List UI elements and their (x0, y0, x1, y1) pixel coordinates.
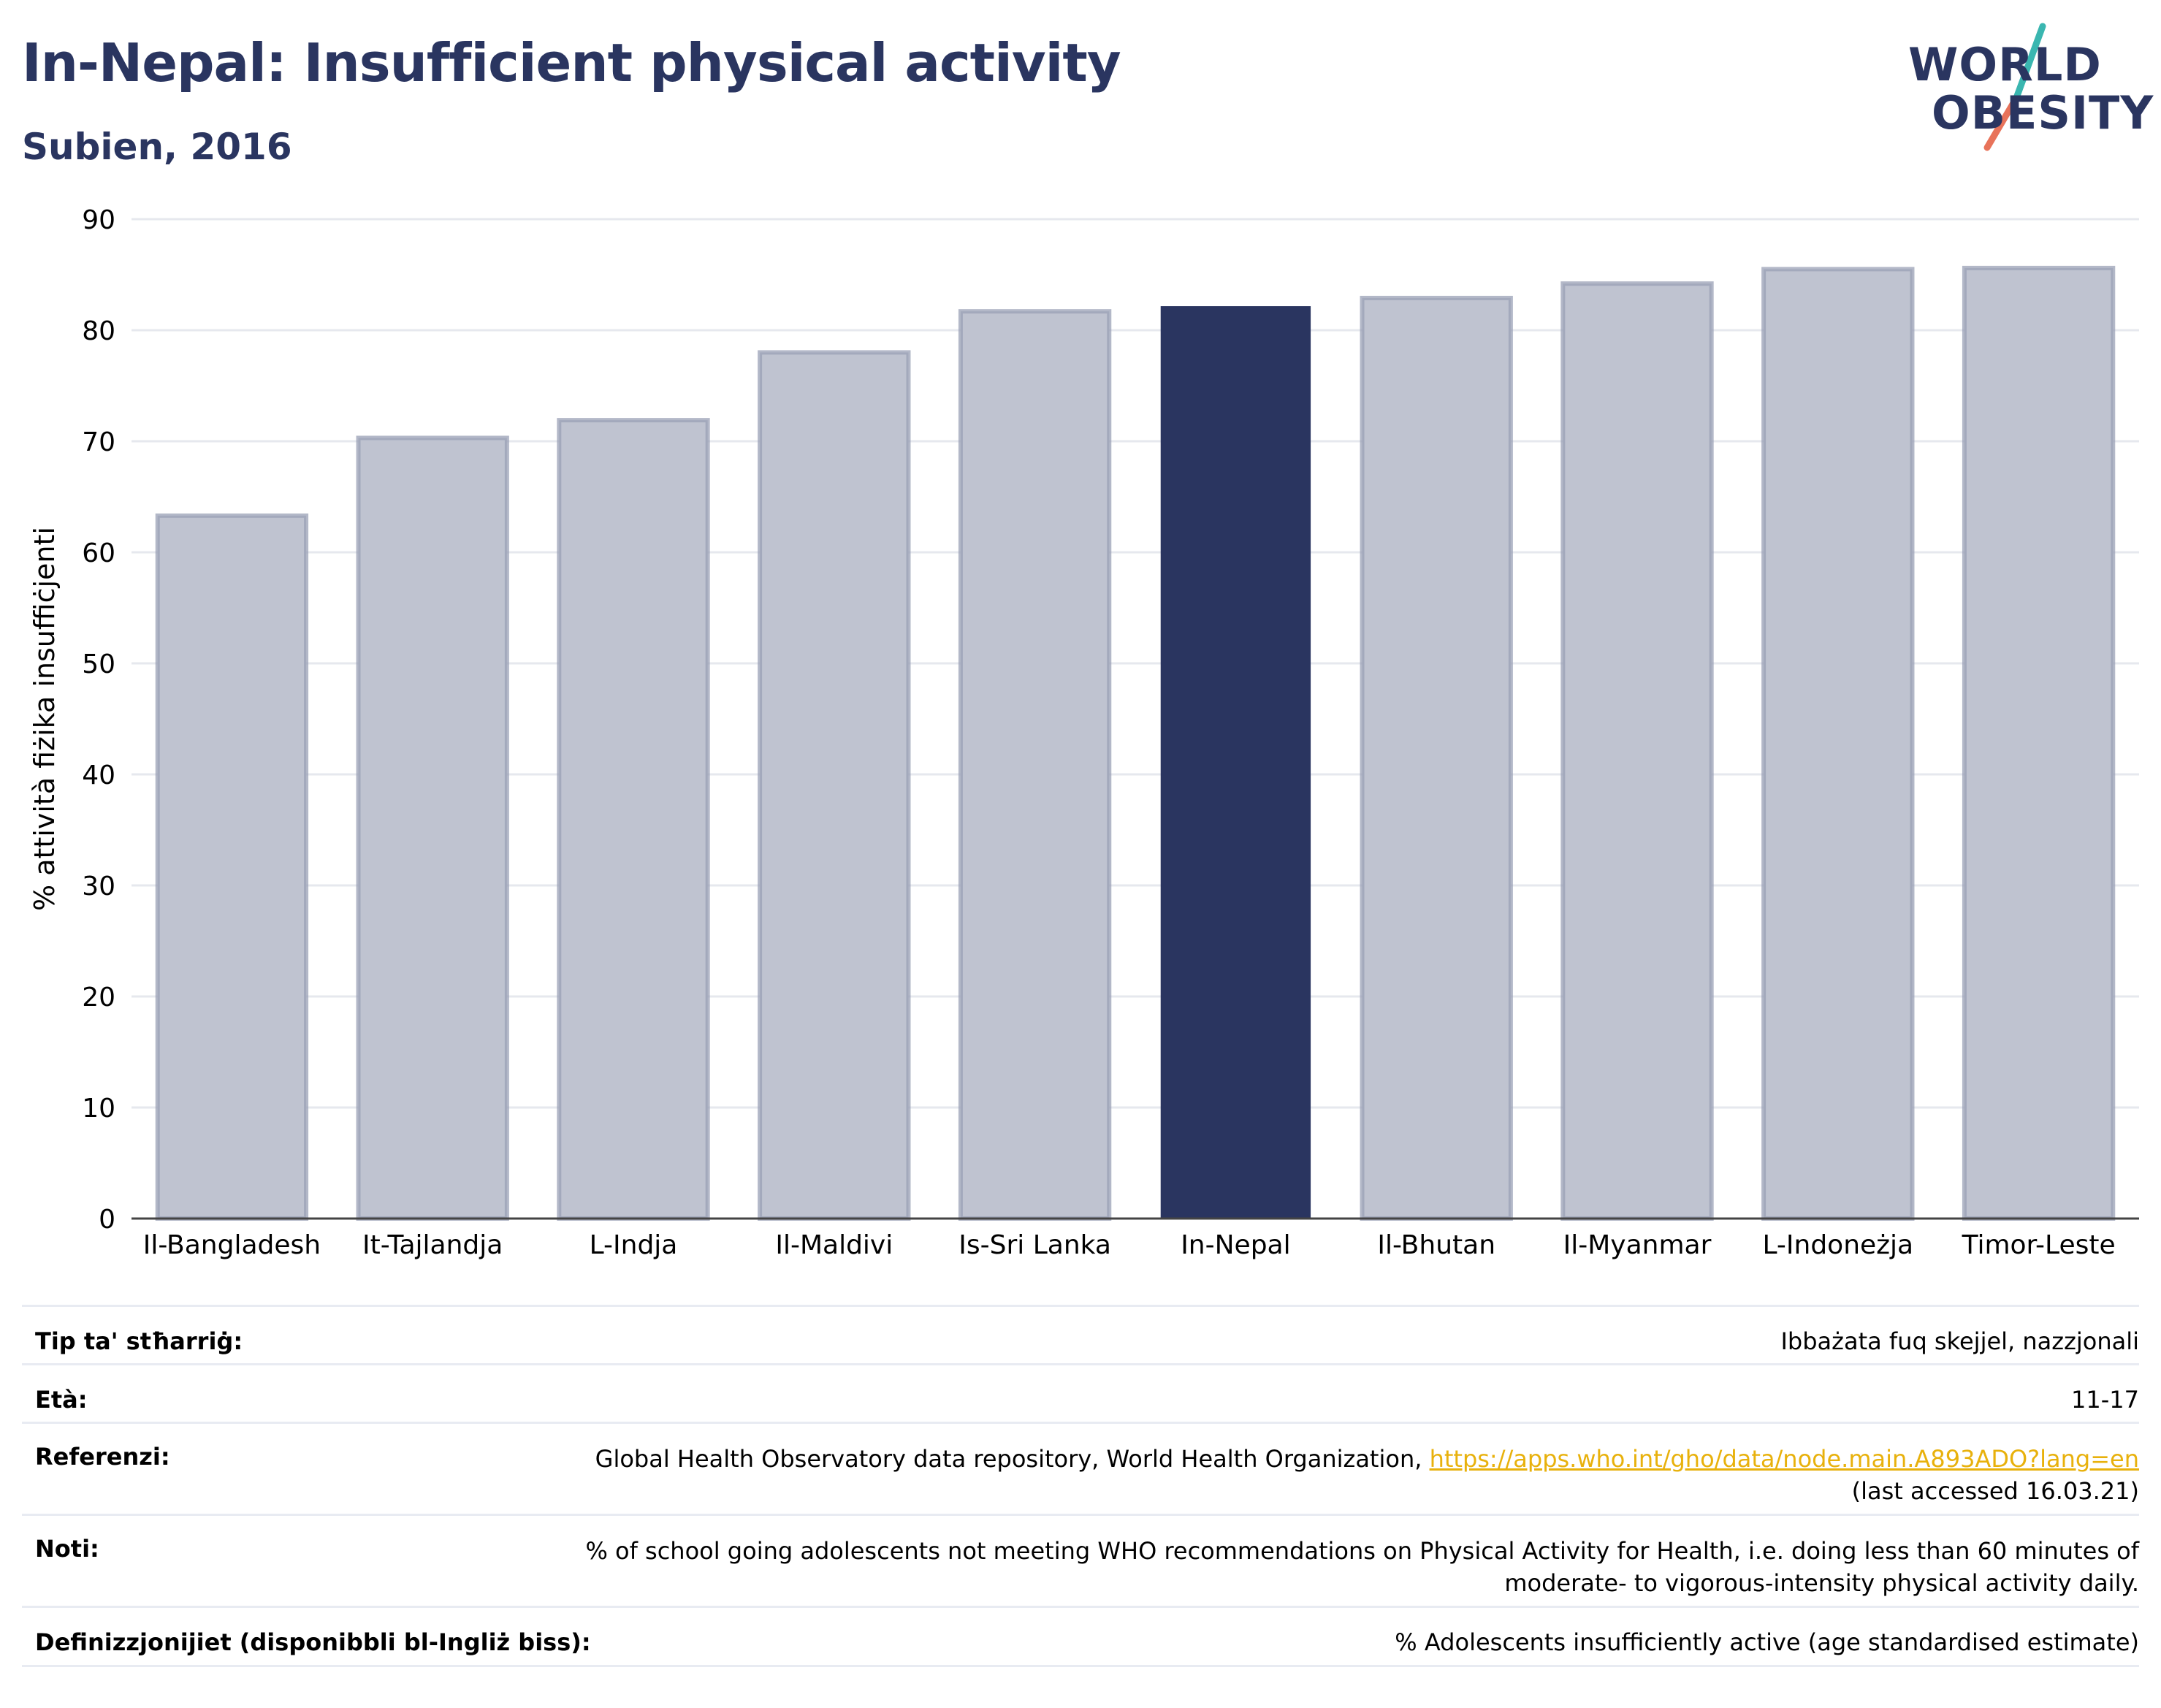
info-row-age: Età: 11-17 (22, 1363, 2139, 1422)
references-label: Referenzi: (35, 1443, 170, 1471)
bar-9 (1761, 267, 1915, 1221)
bar-5 (958, 309, 1112, 1221)
y-tick-label: 50 (82, 649, 115, 679)
x-tick-label: Il-Bangladesh (143, 1230, 321, 1260)
x-tick-label: It-Tajlandja (362, 1230, 503, 1260)
logo-line-1: WORLD (1908, 38, 2102, 91)
bar-3 (557, 418, 710, 1221)
bar-2 (356, 435, 509, 1221)
y-tick-label: 0 (99, 1205, 115, 1235)
y-tick-label: 70 (82, 427, 115, 457)
bar-6 (1160, 306, 1311, 1220)
references-link[interactable]: https://apps.who.int/gho/data/node.main.… (1429, 1445, 2139, 1473)
info-row-notes: Noti: % of school going adolescents not … (22, 1514, 2139, 1606)
logo-line-2: OBESITY (1932, 86, 2154, 140)
notes-line-1: % of school going adolescents not meetin… (585, 1537, 2139, 1565)
age-value: 11-17 (2071, 1386, 2139, 1414)
chart-x-ticks: Il-Bangladesh It-Tajlandja L-Indja Il-Maldi… (143, 1230, 2116, 1260)
references-source: Global Health Observatory data repositor… (595, 1445, 1422, 1473)
notes-label: Noti: (35, 1535, 99, 1563)
info-row-survey-type: Tip ta' stħarriġ: Ibbażata fuq skejjel, … (22, 1305, 2139, 1363)
bar-10 (1962, 265, 2116, 1221)
x-tick-label: L-Indja (590, 1230, 678, 1260)
bar-4 (758, 350, 911, 1221)
x-tick-label: In-Nepal (1181, 1230, 1290, 1260)
info-row-definitions: Definizzjonijiet (disponibbli bl-Ingliż … (22, 1606, 2139, 1667)
notes-value: % of school going adolescents not meetin… (585, 1535, 2139, 1599)
logo-slash-icon (1983, 23, 2046, 151)
bar-chart: 0 10 20 30 40 50 60 70 80 90 Il-Bangladesh It-Tajl… (28, 205, 2139, 1260)
references-accessed: (last accessed 16.03.21) (1851, 1477, 2139, 1505)
y-tick-label: 20 (82, 983, 115, 1013)
definitions-label: Definizzjonijiet (disponibbli bl-Ingliż … (35, 1628, 591, 1656)
x-tick-label: Il-Myanmar (1563, 1230, 1712, 1260)
y-tick-label: 90 (82, 205, 115, 235)
info-row-references: Referenzi: Global Health Observatory dat… (22, 1422, 2139, 1514)
bar-1 (155, 513, 309, 1221)
references-value: Global Health Observatory data repositor… (595, 1443, 2139, 1507)
x-tick-label: Il-Maldivi (775, 1230, 893, 1260)
bar-8 (1560, 281, 1714, 1221)
age-label: Età: (35, 1386, 88, 1414)
world-obesity-logo: WORLD OBESITY (1899, 22, 2153, 153)
page-subtitle: Subien, 2016 (22, 126, 292, 168)
x-tick-label: L-Indoneżja (1762, 1230, 1913, 1260)
y-tick-label: 10 (82, 1094, 115, 1124)
chart-bars (155, 265, 2116, 1221)
page-title: In-Nepal: Insufficient physical activity (22, 32, 1121, 94)
y-tick-label: 80 (82, 316, 115, 346)
chart-y-ticks: 0 10 20 30 40 50 60 70 80 90 (82, 205, 115, 1235)
y-tick-label: 60 (82, 538, 115, 568)
info-table: Tip ta' stħarriġ: Ibbażata fuq skejjel, … (22, 1305, 2139, 1667)
definitions-value: % Adolescents insufficiently active (age… (1395, 1628, 2139, 1656)
notes-line-2: moderate- to vigorous-intensity physical… (1504, 1569, 2139, 1597)
x-tick-label: Is-Sri Lanka (958, 1230, 1111, 1260)
chart-y-axis-label: % attività fiżika insuffiċjenti (28, 527, 61, 911)
survey-type-value: Ibbażata fuq skejjel, nazzjonali (1780, 1327, 2139, 1355)
y-tick-label: 40 (82, 760, 115, 790)
survey-type-label: Tip ta' stħarriġ: (35, 1327, 243, 1355)
y-tick-label: 30 (82, 872, 115, 901)
x-tick-label: Timor-Leste (1962, 1230, 2116, 1260)
bar-7 (1360, 295, 1513, 1221)
x-tick-label: Il-Bhutan (1377, 1230, 1495, 1260)
